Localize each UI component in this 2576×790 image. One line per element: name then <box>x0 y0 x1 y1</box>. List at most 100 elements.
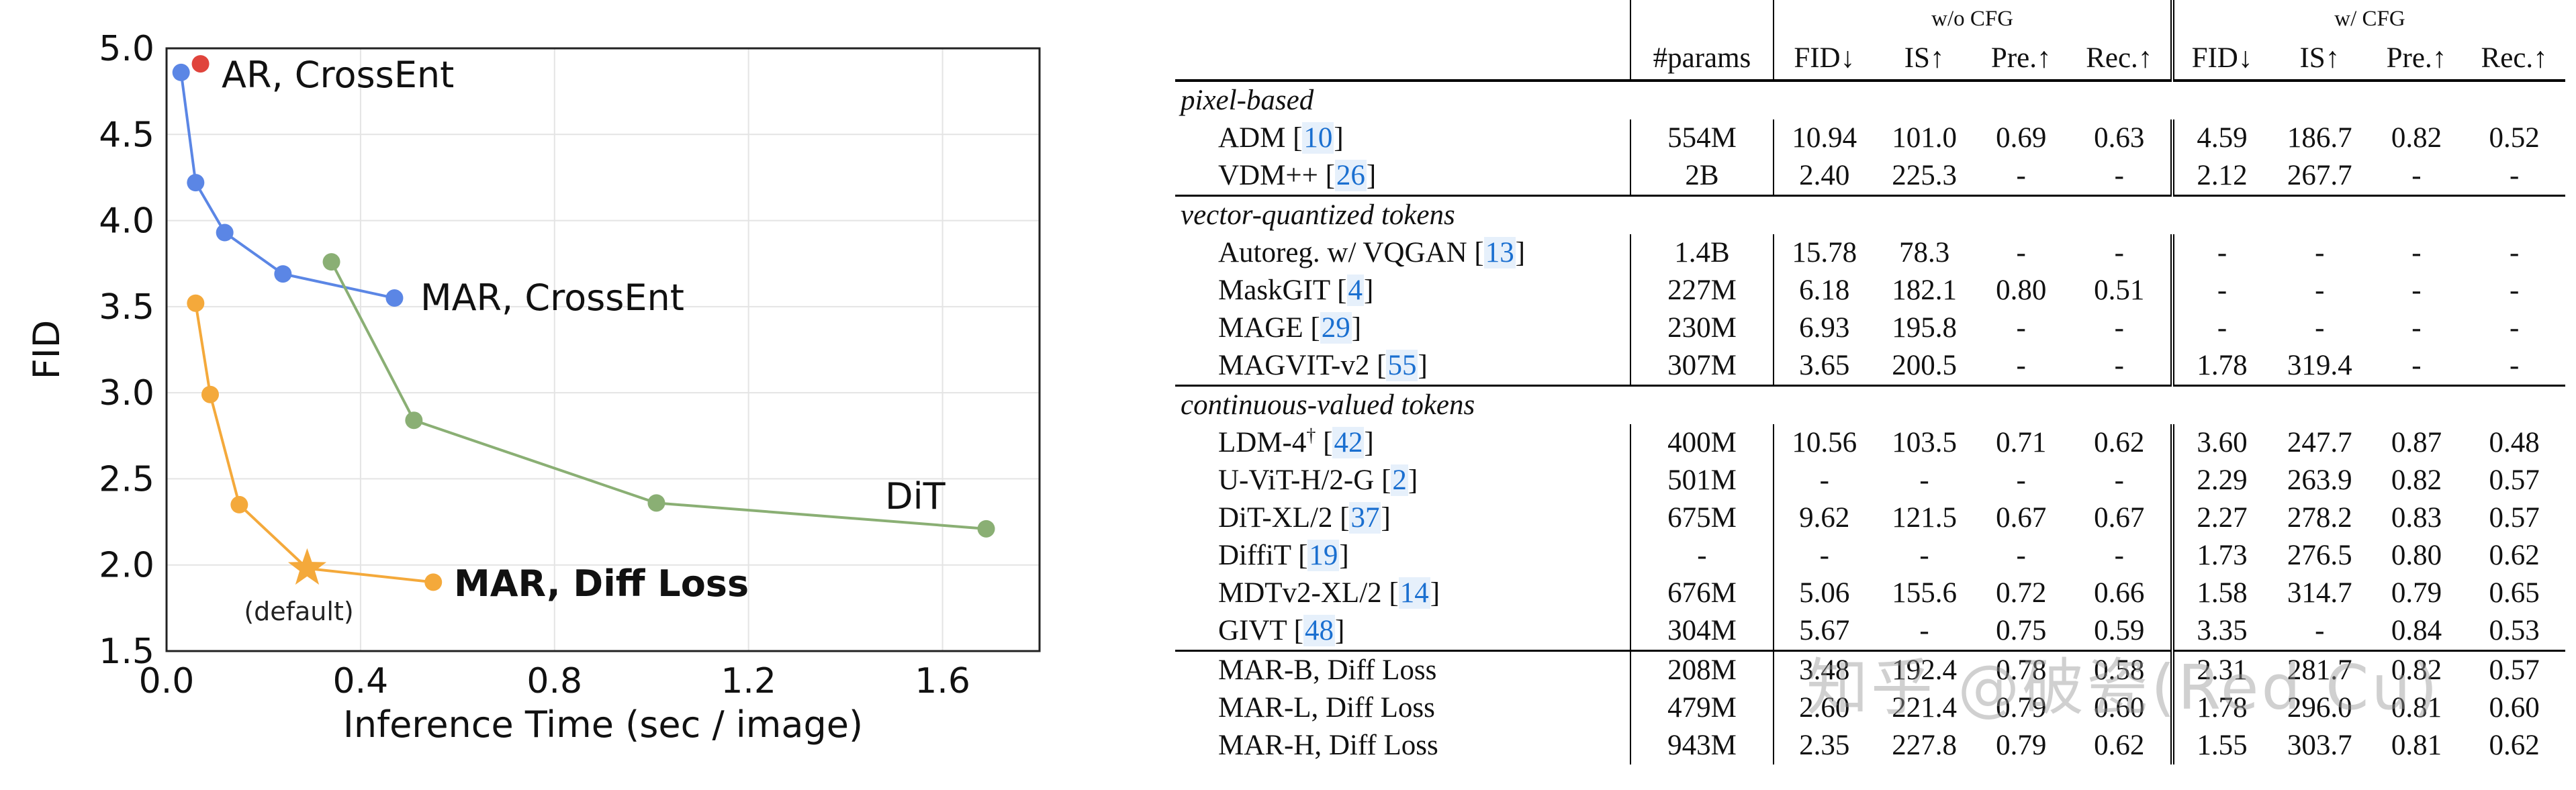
metric-cell: 0.60 <box>2094 692 2145 724</box>
citation-link[interactable]: 10 <box>1302 122 1334 154</box>
metric-cell: 943M <box>1629 727 1774 764</box>
metric-cell: 221.4 <box>1892 692 1957 724</box>
metric-cell: 9.62 <box>1773 499 1875 537</box>
metric-cell: - <box>2114 464 2124 496</box>
metric-cell: 186.7 <box>2287 122 2352 154</box>
table-row: VDM++ [26] 2B 2.40 225.3 - - 2.12 267.7 - - <box>1175 157 2565 196</box>
metric-cell: 0.78 <box>1974 650 2068 689</box>
metric-cell: 276.5 <box>2287 540 2352 571</box>
citation-link[interactable]: 37 <box>1349 502 1381 534</box>
method-name: VDM++ [26] <box>1218 160 1377 191</box>
metric-cell: 0.62 <box>2489 730 2540 761</box>
metric-cell: 0.80 <box>2391 540 2442 571</box>
metric-cell: 2.60 <box>1773 689 1875 727</box>
citation-link[interactable]: 42 <box>1332 427 1365 458</box>
method-name: MaskGIT [4] <box>1218 275 1374 306</box>
metric-cell: 3.35 <box>2170 612 2270 651</box>
metric-cell: 676M <box>1629 575 1774 612</box>
citation-link[interactable]: 19 <box>1307 540 1340 571</box>
column-header: FID↓ <box>2170 38 2270 82</box>
metric-cell: 10.94 <box>1773 119 1875 157</box>
data-point <box>187 294 205 312</box>
citation-link[interactable]: 55 <box>1386 350 1418 381</box>
data-point <box>647 494 665 512</box>
x-tick-label: 0.8 <box>526 661 582 701</box>
series-label: MAR, Diff Loss <box>454 562 749 605</box>
metric-cell: 0.53 <box>2489 615 2540 646</box>
y-tick-label: 1.5 <box>99 632 154 672</box>
table-row: ADM [10] 554M 10.94 101.0 0.69 0.63 4.59 186.7 0… <box>1175 119 2565 157</box>
plot-frame <box>165 47 1041 652</box>
table-row: MAGVIT-v2 [55] 307M 3.65 200.5 - - 1.78 319.4 - - <box>1175 347 2565 386</box>
group-header-w-cfg: w/ CFG <box>2170 0 2565 38</box>
method-name: ADM [10] <box>1218 122 1344 154</box>
table-row: GIVT [48] 304M 5.67 - 0.75 0.59 3.35 - 0.84 0.53 <box>1175 612 2565 651</box>
metric-cell: 3.48 <box>1773 650 1875 689</box>
table-row: MAR-B, Diff Loss 208M 3.48 192.4 0.78 0.58 2.3… <box>1175 650 2565 689</box>
metric-cell: - <box>2411 237 2422 268</box>
metric-cell: - <box>1919 540 1929 571</box>
default-annotation: (default) <box>244 597 353 626</box>
metric-cell: 78.3 <box>1898 237 1950 268</box>
metric-cell: 1.78 <box>2170 689 2270 727</box>
metric-cell: 0.57 <box>2489 502 2540 534</box>
metric-cell: 501M <box>1629 462 1774 499</box>
imagenet-results-table: w/o CFG w/ CFG #params FID↓ IS↑ Pre.↑ Rec.↑ FID… <box>1175 0 2565 764</box>
metric-cell: 307M <box>1629 347 1774 386</box>
table-row: MDTv2-XL/2 [14] 676M 5.06 155.6 0.72 0.66 1.58… <box>1175 575 2565 612</box>
citation-link[interactable]: 2 <box>1391 464 1408 496</box>
table-row: LDM-4† [42] 400M 10.56 103.5 0.71 0.62 3.60 247… <box>1175 424 2565 462</box>
metric-cell: 101.0 <box>1892 122 1957 154</box>
section-title: pixel-based <box>1181 85 1314 116</box>
metric-cell: 227M <box>1629 272 1774 309</box>
metric-cell: 121.5 <box>1892 502 1957 534</box>
fid-vs-inference-time-chart: 0.0 0.4 0.8 1.2 1.6 1.5 2.0 2.5 3.0 3.5 4.0 4.5 5.0 I… <box>26 29 1041 746</box>
metric-cell: 0.80 <box>1996 275 2047 306</box>
citation-link[interactable]: 26 <box>1334 160 1367 191</box>
citation-link[interactable]: 4 <box>1346 275 1364 306</box>
metric-cell: 2.12 <box>2170 157 2270 196</box>
citation-link[interactable]: 48 <box>1303 615 1335 646</box>
metric-cell: 2.40 <box>1773 157 1875 196</box>
metric-cell: 0.63 <box>2094 122 2145 154</box>
table-row: DiffiT [19] - - - - -1.73 276.5 0.80 0.62 <box>1175 537 2565 575</box>
metric-cell: - <box>2016 350 2026 381</box>
column-header: FID↓ <box>1773 38 1875 82</box>
results-table-panel: w/o CFG w/ CFG #params FID↓ IS↑ Pre.↑ Rec.↑ FID… <box>1175 0 2565 790</box>
data-point <box>191 55 210 73</box>
method-name: MDTv2-XL/2 [14] <box>1218 577 1440 609</box>
metric-cell: 0.79 <box>1996 692 2047 724</box>
metric-cell: 296.0 <box>2287 692 2352 724</box>
series-label: AR, CrossEnt <box>222 54 454 96</box>
citation-link[interactable]: 13 <box>1483 237 1516 268</box>
method-name: Autoreg. w/ VQGAN [13] <box>1218 237 1526 268</box>
metric-cell: 182.1 <box>1892 275 1957 306</box>
metric-cell: 2.27 <box>2170 499 2270 537</box>
metric-cell: 0.59 <box>2094 615 2145 646</box>
metric-cell: - <box>2016 312 2026 344</box>
series-line <box>179 72 395 299</box>
metric-cell: - <box>2509 237 2520 268</box>
metric-cell: 0.82 <box>2391 464 2442 496</box>
column-header: IS↑ <box>1874 38 1974 82</box>
metric-cell: - <box>1629 537 1774 575</box>
data-point <box>216 224 234 242</box>
metric-cell: 0.69 <box>1996 122 2047 154</box>
metric-cell: 1.58 <box>2170 575 2270 612</box>
metric-cell: 230M <box>1629 309 1774 347</box>
metric-cell: - <box>2509 312 2520 344</box>
metric-cell: 2.29 <box>2170 462 2270 499</box>
metric-cell: - <box>1773 462 1875 499</box>
column-header: Rec.↑ <box>2463 38 2565 82</box>
y-tick-label: 2.5 <box>99 459 154 499</box>
citation-link[interactable]: 14 <box>1398 577 1430 609</box>
citation-link[interactable]: 29 <box>1320 312 1352 344</box>
metric-cell: - <box>2315 237 2325 268</box>
data-point <box>405 411 423 430</box>
data-point <box>385 289 404 307</box>
y-tick-label: 4.5 <box>99 115 154 155</box>
metric-cell: - <box>1919 615 1929 646</box>
series-label: DiT <box>885 475 946 517</box>
data-point <box>201 385 219 403</box>
metric-cell: - <box>2016 160 2026 191</box>
